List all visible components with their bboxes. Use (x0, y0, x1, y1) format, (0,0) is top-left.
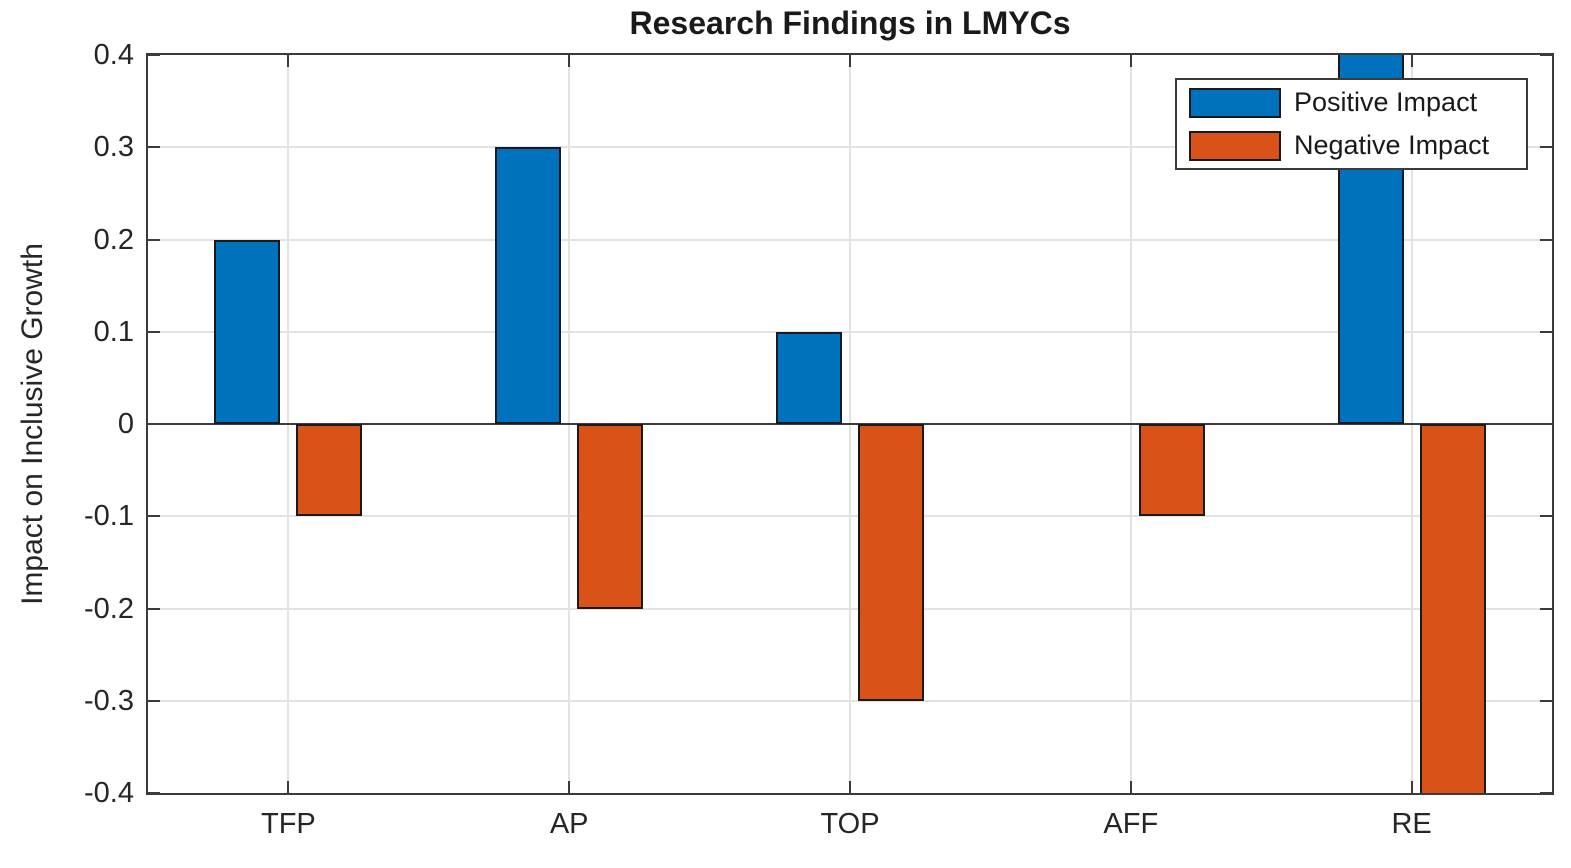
y-tick-label: -0.3 (84, 684, 134, 717)
y-tick-mark (148, 55, 160, 56)
y-tick-label: -0.1 (84, 500, 134, 533)
x-tick-mark (1410, 55, 1413, 67)
y-tick-mark (1540, 607, 1552, 610)
y-tick-label: -0.2 (84, 592, 134, 625)
x-tick-mark (568, 55, 571, 67)
legend-item-negative: Negative Impact (1189, 130, 1526, 161)
x-tick-mark (849, 55, 851, 67)
y-tick-label: -0.4 (84, 777, 134, 809)
bar-negative-AFF (1138, 424, 1205, 517)
y-tick-mark (1540, 238, 1552, 241)
positive-impact-swatch (1189, 87, 1281, 118)
x-tick-label: AP (549, 808, 589, 840)
bar-negative-AP (577, 424, 644, 609)
y-tick-label: 0.1 (93, 315, 134, 348)
bar-positive-TOP (776, 331, 842, 424)
x-tick-label: TOP (820, 808, 880, 840)
y-tick-label: 0.2 (93, 223, 134, 256)
x-tick-mark (287, 55, 290, 67)
zero-line (148, 423, 1552, 425)
y-tick-mark (148, 792, 160, 793)
y-tick-mark (1540, 146, 1552, 149)
y-tick-mark (1540, 423, 1552, 425)
bar-positive-TFP (214, 239, 281, 424)
plot-area (148, 55, 1552, 793)
bar-positive-AP (495, 147, 562, 424)
x-tick-mark (849, 781, 851, 793)
chart-title: Research Findings in LMYCs (629, 5, 1071, 41)
y-tick-mark (148, 146, 160, 149)
x-tick-mark (568, 781, 571, 793)
y-tick-mark (1540, 515, 1552, 518)
bar-negative-TOP (858, 424, 924, 701)
x-tick-label: RE (1391, 808, 1432, 840)
y-tick-label: 0 (117, 408, 134, 440)
x-tick-label: AFF (1103, 808, 1159, 840)
bar-negative-TFP (296, 424, 363, 517)
y-tick-mark (148, 607, 160, 610)
y-tick-mark (148, 699, 160, 702)
legend-item-positive: Positive Impact (1189, 87, 1526, 118)
y-tick-label: 0.3 (93, 131, 134, 164)
x-tick-mark (287, 781, 290, 793)
x-tick-mark (1129, 781, 1132, 793)
y-tick-mark (148, 423, 160, 425)
legend-label-positive: Positive Impact (1294, 87, 1478, 117)
y-tick-label: 0.4 (93, 39, 134, 71)
y-tick-mark (1540, 699, 1552, 702)
y-tick-mark (1540, 55, 1552, 56)
y-tick-mark (148, 515, 160, 518)
y-tick-mark (148, 330, 160, 333)
y-tick-mark (148, 238, 160, 241)
x-tick-mark (1129, 55, 1132, 67)
x-tick-label: TFP (261, 808, 316, 840)
legend: Positive Impact Negative Impact (1175, 78, 1528, 170)
bar-negative-RE (1419, 424, 1486, 793)
x-tick-mark (1410, 781, 1413, 793)
legend-label-negative: Negative Impact (1294, 130, 1490, 160)
y-tick-mark (1540, 792, 1552, 793)
negative-impact-swatch (1189, 130, 1281, 161)
y-tick-mark (1540, 330, 1552, 333)
